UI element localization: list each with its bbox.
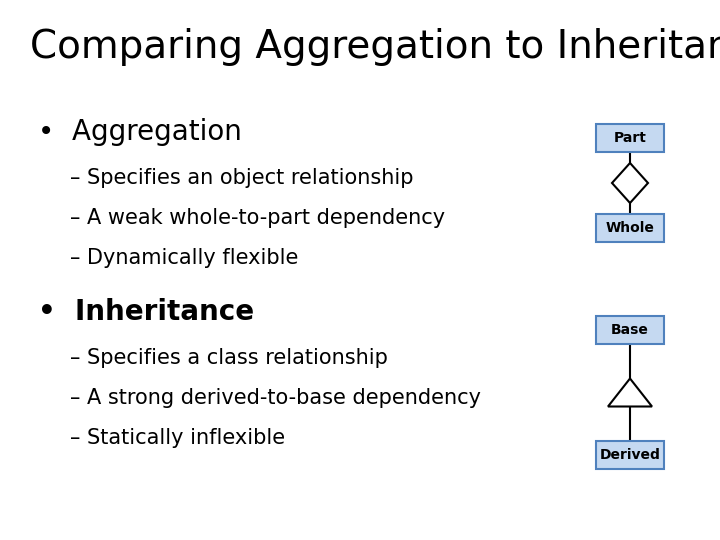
Text: Whole: Whole <box>606 221 654 235</box>
Text: – Specifies a class relationship: – Specifies a class relationship <box>70 348 388 368</box>
Text: •  Aggregation: • Aggregation <box>38 118 242 146</box>
Text: – A strong derived-to-base dependency: – A strong derived-to-base dependency <box>70 388 481 408</box>
Text: – A weak whole-to-part dependency: – A weak whole-to-part dependency <box>70 208 445 228</box>
FancyBboxPatch shape <box>596 214 664 242</box>
Text: •  Inheritance: • Inheritance <box>38 298 254 326</box>
Text: – Statically inflexible: – Statically inflexible <box>70 428 285 448</box>
FancyBboxPatch shape <box>596 316 664 344</box>
Text: Derived: Derived <box>600 448 660 462</box>
Text: – Specifies an object relationship: – Specifies an object relationship <box>70 168 413 188</box>
Polygon shape <box>608 379 652 407</box>
FancyBboxPatch shape <box>596 441 664 469</box>
Text: Base: Base <box>611 323 649 337</box>
Text: – Dynamically flexible: – Dynamically flexible <box>70 248 298 268</box>
Text: Part: Part <box>613 131 647 145</box>
Text: Comparing Aggregation to Inheritance: Comparing Aggregation to Inheritance <box>30 28 720 66</box>
Polygon shape <box>612 163 648 203</box>
FancyBboxPatch shape <box>596 124 664 152</box>
